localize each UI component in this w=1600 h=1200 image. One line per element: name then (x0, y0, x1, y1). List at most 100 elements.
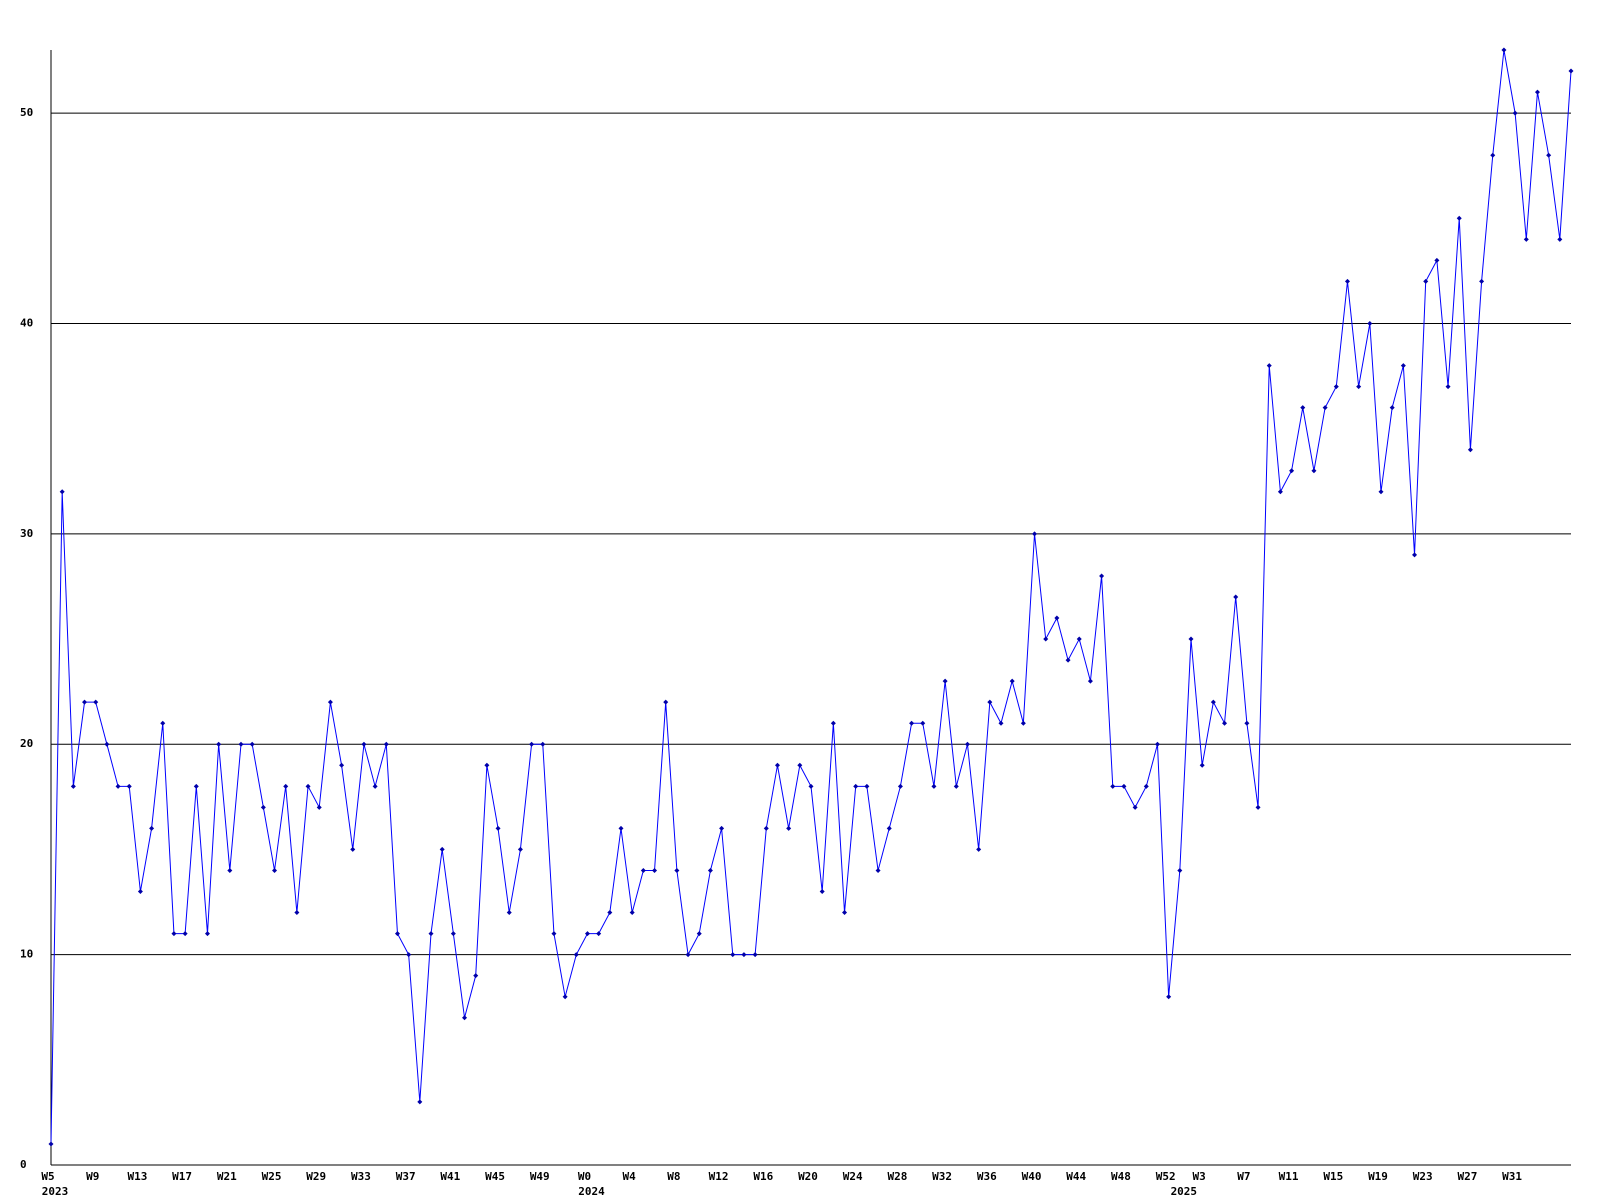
data-point (462, 1015, 468, 1021)
data-point (886, 825, 892, 831)
data-point (1344, 278, 1350, 284)
data-point (1121, 783, 1127, 789)
data-point (171, 931, 177, 937)
data-point (752, 952, 758, 958)
data-point (70, 783, 76, 789)
data-point (93, 699, 99, 705)
data-point (137, 889, 143, 895)
x-tick-label: W19 (1368, 1170, 1388, 1183)
data-point (517, 846, 523, 852)
data-point (998, 720, 1004, 726)
data-point (350, 846, 356, 852)
data-point (1199, 762, 1205, 768)
data-point (1412, 552, 1418, 558)
data-point (294, 910, 300, 916)
data-point (1132, 804, 1138, 810)
data-point (920, 720, 926, 726)
data-point (607, 910, 613, 916)
data-point (1210, 699, 1216, 705)
data-point (1110, 783, 1116, 789)
x-tick-label: W21 (217, 1170, 237, 1183)
data-point (1467, 447, 1473, 453)
data-point (562, 994, 568, 1000)
data-point (1512, 110, 1518, 116)
x-tick-label: W44 (1066, 1170, 1086, 1183)
data-point (316, 804, 322, 810)
data-point (1065, 657, 1071, 663)
data-point (1244, 720, 1250, 726)
x-tick-label: W7 (1237, 1170, 1250, 1183)
data-point (1255, 804, 1261, 810)
data-point (160, 720, 166, 726)
data-point (506, 910, 512, 916)
data-point (48, 1141, 54, 1147)
data-point (1311, 468, 1317, 474)
data-point (640, 867, 646, 873)
data-point (1087, 678, 1093, 684)
x-tick-label: W17 (172, 1170, 192, 1183)
data-point (339, 762, 345, 768)
data-point (741, 952, 747, 958)
data-point (1233, 594, 1239, 600)
data-point (473, 973, 479, 979)
data-point (1154, 741, 1160, 747)
data-point (897, 783, 903, 789)
data-point (1020, 720, 1026, 726)
data-point (1188, 636, 1194, 642)
x-tick-label: W8 (667, 1170, 680, 1183)
data-point (584, 931, 590, 937)
data-point (875, 867, 881, 873)
x-tick-label: W0 (578, 1170, 591, 1183)
data-point (1177, 867, 1183, 873)
y-tick-label: 0 (20, 1158, 27, 1171)
y-tick-label: 30 (20, 527, 33, 540)
data-point (495, 825, 501, 831)
data-point (126, 783, 132, 789)
x-tick-label: W25 (262, 1170, 282, 1183)
y-tick-label: 40 (20, 316, 33, 329)
data-point (59, 489, 65, 495)
data-point (204, 931, 210, 937)
data-point (618, 825, 624, 831)
data-point (819, 889, 825, 895)
data-point (573, 952, 579, 958)
x-tick-label: W11 (1279, 1170, 1299, 1183)
data-point (830, 720, 836, 726)
data-point (987, 699, 993, 705)
data-point (1546, 152, 1552, 158)
data-point (406, 952, 412, 958)
data-point (450, 931, 456, 937)
data-point (1322, 405, 1328, 411)
data-point (976, 846, 982, 852)
x-tick-label: W40 (1022, 1170, 1042, 1183)
data-point (1445, 384, 1451, 390)
x-tick-label: W52 (1156, 1170, 1176, 1183)
data-point (1266, 363, 1272, 369)
data-point (1222, 720, 1228, 726)
data-point (786, 825, 792, 831)
data-point (383, 741, 389, 747)
x-tick-label: W20 (798, 1170, 818, 1183)
data-point (1277, 489, 1283, 495)
x-tick-label: W12 (709, 1170, 729, 1183)
x-tick-label: W29 (306, 1170, 326, 1183)
data-point (853, 783, 859, 789)
data-point (227, 867, 233, 873)
x-tick-label: W48 (1111, 1170, 1131, 1183)
data-point (1054, 615, 1060, 621)
data-point (394, 931, 400, 937)
y-tick-label: 50 (20, 106, 33, 119)
y-tick-label: 10 (20, 948, 33, 961)
x-tick-label: W3 (1193, 1170, 1206, 1183)
data-point (730, 952, 736, 958)
data-point (1043, 636, 1049, 642)
data-point (484, 762, 490, 768)
x-tick-label: W37 (396, 1170, 416, 1183)
data-point (1166, 994, 1172, 1000)
data-point (864, 783, 870, 789)
data-point (1076, 636, 1082, 642)
data-point (372, 783, 378, 789)
data-point (104, 741, 110, 747)
data-point (1289, 468, 1295, 474)
